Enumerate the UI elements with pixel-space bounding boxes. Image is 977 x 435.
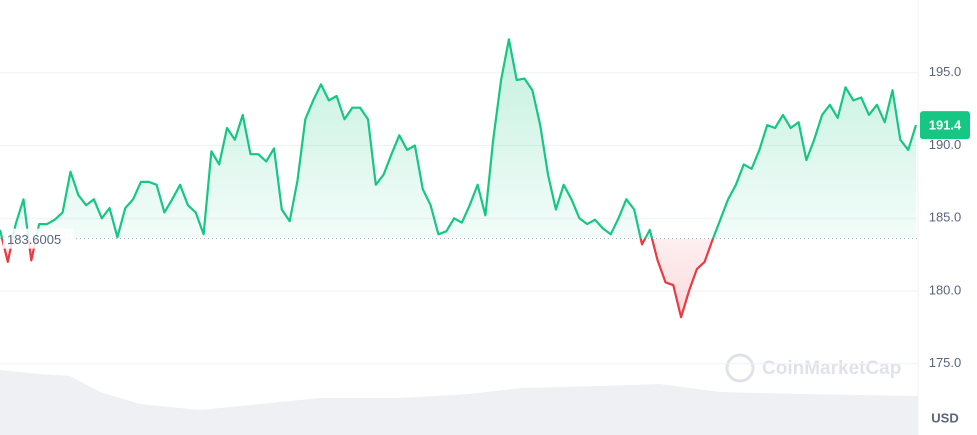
watermark-text: CoinMarketCap bbox=[762, 358, 901, 379]
volume-area bbox=[0, 370, 918, 435]
baseline-label-bg bbox=[3, 228, 73, 249]
price-line bbox=[0, 38, 918, 319]
y-tick-label: 190.0 bbox=[929, 137, 962, 152]
current-price-label: 191.4 bbox=[929, 118, 962, 133]
currency-label: USD bbox=[931, 410, 958, 425]
watermark: CoinMarketCap bbox=[725, 353, 901, 383]
y-tick-label: 180.0 bbox=[929, 282, 962, 297]
watermark-logo bbox=[725, 353, 755, 383]
current-price-badge bbox=[920, 111, 970, 140]
y-tick-label: 185.0 bbox=[929, 210, 962, 225]
baseline-label: 183.6005 bbox=[7, 232, 61, 247]
price-area bbox=[0, 39, 916, 318]
y-tick-label: 195.0 bbox=[929, 64, 962, 79]
y-tick-label: 175.0 bbox=[929, 355, 962, 370]
